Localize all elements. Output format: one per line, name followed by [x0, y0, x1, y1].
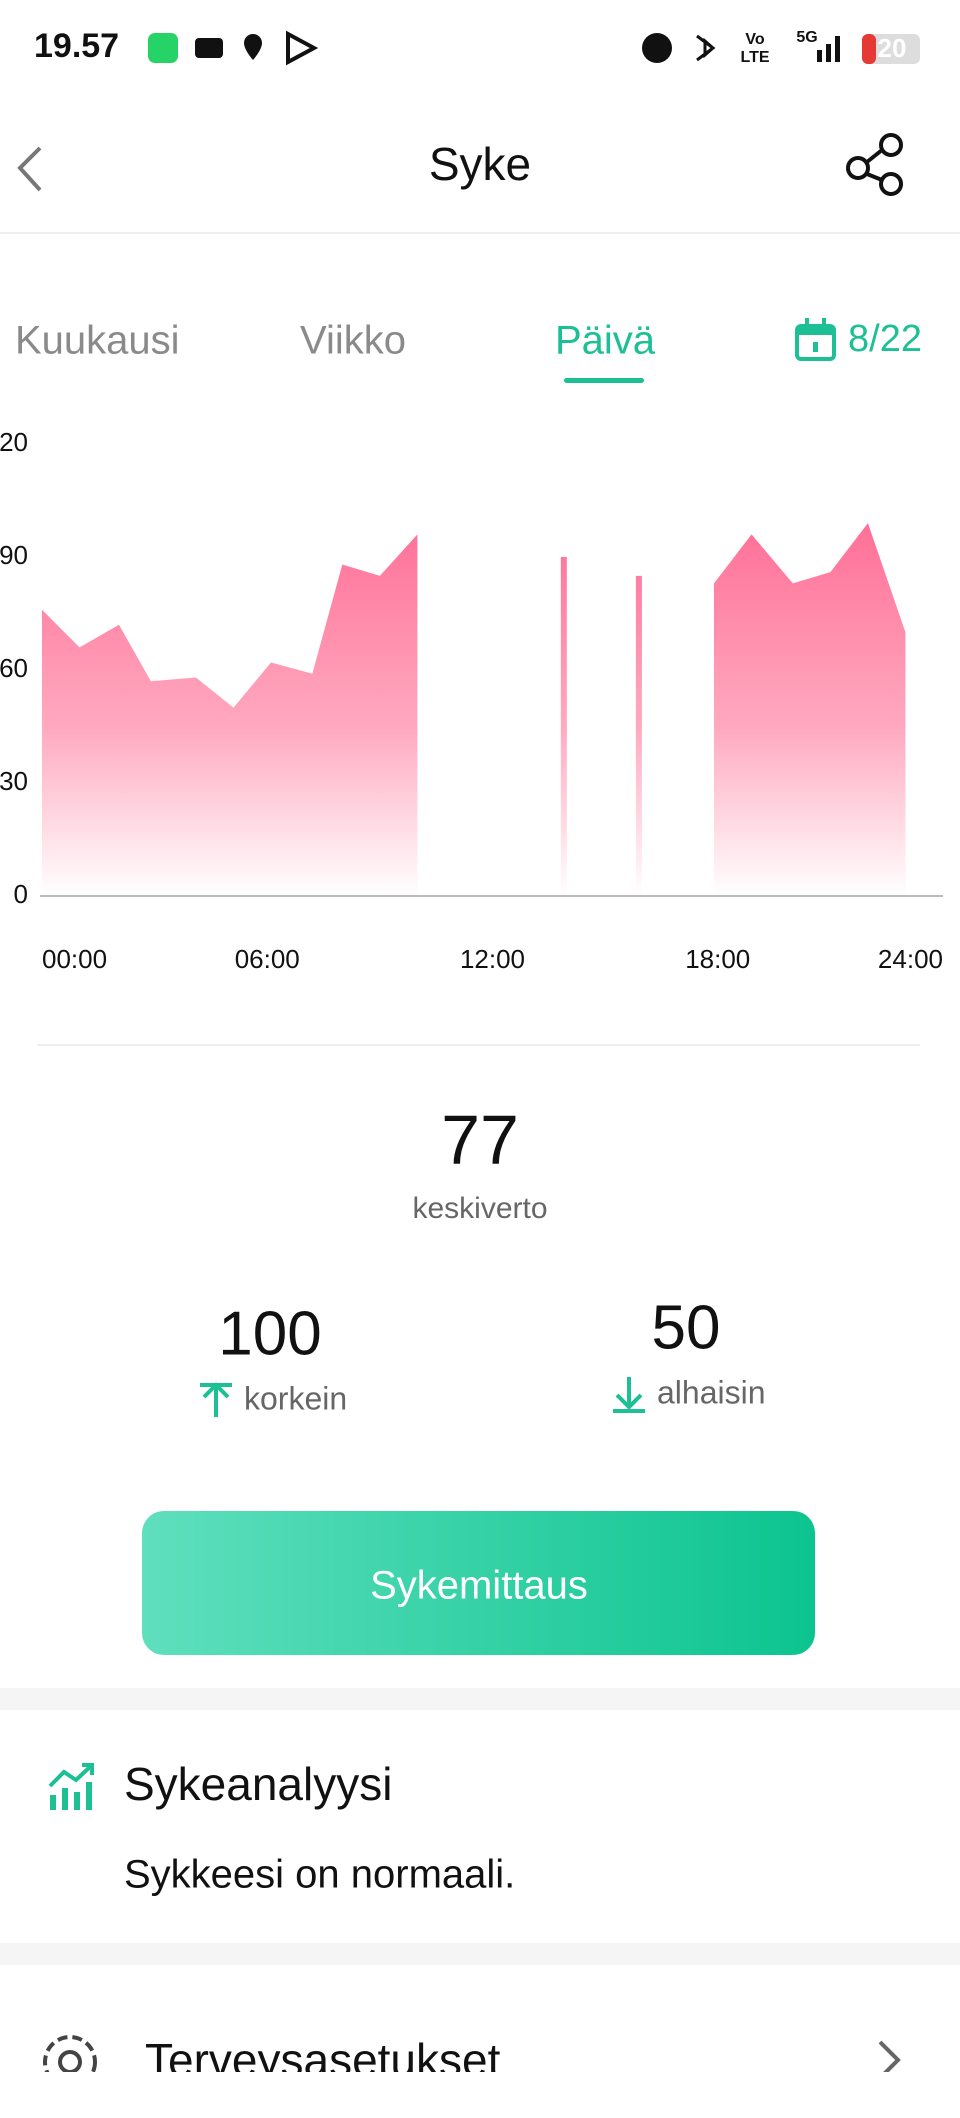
average-label: keskiverto [412, 1192, 547, 1225]
page-title: Syke [429, 138, 531, 190]
analysis-title: Sykeanalyysi [124, 1758, 392, 1810]
battery-level [862, 34, 876, 64]
highest-value: 100 [218, 1299, 321, 1368]
tab-active[interactable]: Päivä [555, 319, 656, 363]
network-text: 5G [796, 29, 817, 46]
measure-button[interactable] [142, 1511, 815, 1655]
y-tick-label: 90 [0, 540, 28, 570]
highest-label: korkein [244, 1380, 347, 1416]
average-value: 77 [441, 1100, 519, 1178]
volte-text: Vo [745, 31, 764, 48]
location-icon [244, 34, 262, 60]
section-gap [0, 1688, 960, 1710]
battery-icon [862, 34, 920, 64]
y-tick-label: 30 [0, 766, 28, 796]
bluetooth-icon [696, 34, 716, 62]
status-time: 19.57 [34, 27, 119, 65]
y-tick-label: 0 [14, 879, 28, 909]
lowest-value: 50 [652, 1293, 721, 1362]
area [635, 575, 642, 896]
x-tick-label: 12:00 [460, 944, 525, 974]
whatsapp-icon [148, 33, 178, 63]
x-tick-label: 18:00 [685, 944, 750, 974]
x-tick-label: 24:00 [878, 944, 943, 974]
back-button[interactable] [17, 146, 42, 192]
chart: 0 30 60 90 120 00:00 06:00 12:00 18:00 24:00 [0, 427, 943, 974]
battery-text: 20 [878, 33, 907, 63]
x-tick-label: 06:00 [235, 944, 300, 974]
area [560, 557, 567, 896]
tab-underline [564, 378, 644, 383]
x-tick-label: 00:00 [42, 944, 107, 974]
y-tick-label: 60 [0, 653, 28, 683]
play-icon [286, 30, 319, 66]
bottom-mask [0, 2072, 960, 2118]
volte-text: LTE [740, 49, 769, 66]
analysis-text: Sykkeesi on normaali. [124, 1853, 515, 1897]
up-arrow [200, 1382, 232, 1417]
wallet-icon [195, 38, 223, 58]
share-button[interactable] [846, 133, 903, 196]
lowest-label: alhaisin [657, 1374, 766, 1410]
calendar-icon[interactable] [795, 318, 836, 361]
down-arrow [613, 1377, 645, 1413]
y-tick-label: 120 [0, 427, 28, 457]
alarm-icon [642, 33, 672, 63]
tab[interactable]: Viikko [300, 319, 406, 363]
section-gap [0, 1943, 960, 1965]
measure-button-label[interactable]: Sykemittaus [370, 1564, 588, 1608]
signal-icon [817, 36, 840, 62]
tab[interactable]: Kuukausi [15, 319, 180, 363]
area [713, 523, 906, 896]
area [42, 534, 418, 896]
date[interactable]: 8/22 [848, 318, 922, 360]
analysis-icon [48, 1763, 94, 1810]
